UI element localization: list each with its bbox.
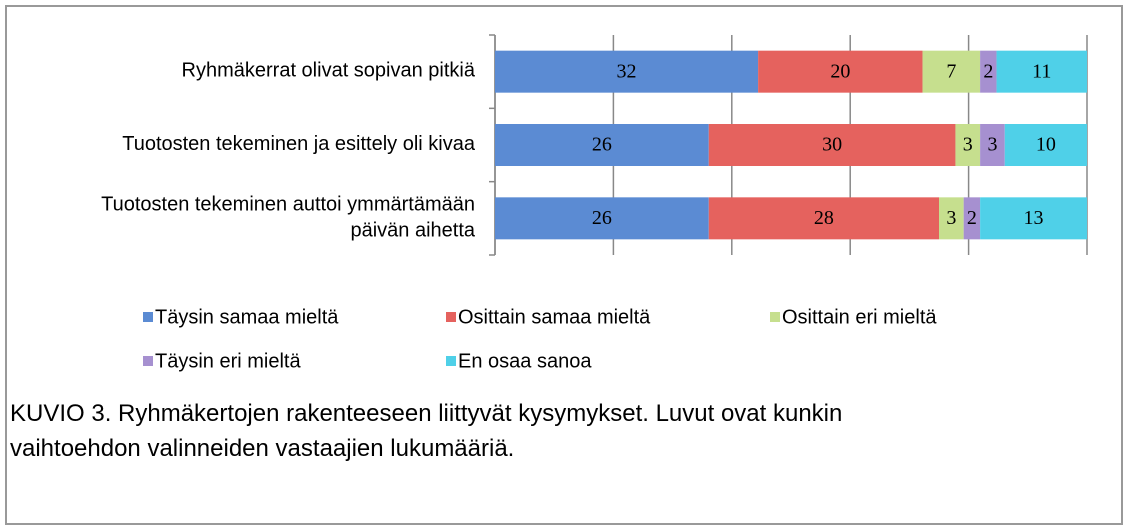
data-label: 26 <box>592 134 612 156</box>
legend-swatch <box>143 312 153 322</box>
legend-label: En osaa sanoa <box>458 350 592 372</box>
chart: Ryhmäkerrat olivat sopivan pitkiä 32 20 7 2 1… <box>101 34 1088 372</box>
bar-segment <box>708 124 956 166</box>
bar-segment <box>708 197 939 240</box>
data-label: 11 <box>1032 60 1051 82</box>
bar-segment <box>980 50 997 93</box>
data-label: 3 <box>963 134 973 156</box>
data-label: 10 <box>1036 134 1056 156</box>
legend-swatch <box>446 312 456 322</box>
data-label: 7 <box>946 60 956 82</box>
data-label: 2 <box>967 207 977 229</box>
legend-label: Osittain samaa mieltä <box>458 306 651 328</box>
data-label: 32 <box>617 60 637 82</box>
data-label: 13 <box>1024 207 1044 229</box>
data-label: 28 <box>814 207 834 229</box>
bar-segment <box>955 124 981 166</box>
data-label: 3 <box>987 134 997 156</box>
caption: KUVIO 3. Ryhmäkertojen rakenteeseen liit… <box>10 400 843 462</box>
y-tick-label: Tuotosten tekeminen ja esittely oli kiva… <box>122 133 476 155</box>
bar-segment <box>939 197 964 240</box>
y-tick-label: Ryhmäkerrat olivat sopivan pitkiä <box>182 60 476 82</box>
data-label: 26 <box>592 207 612 229</box>
data-label: 2 <box>983 60 993 82</box>
page: {"chart_data": {"type": "stacked-barh", … <box>5 5 1123 525</box>
bar-segment <box>495 197 709 240</box>
data-label: 3 <box>946 207 956 229</box>
bar-segment <box>758 50 923 93</box>
y-tick-label: Tuotosten tekeminen auttoi ymmärtämään pä… <box>101 194 476 242</box>
bar-segment <box>922 50 981 93</box>
bar-segment <box>1004 124 1087 166</box>
legend-swatch <box>446 356 456 366</box>
legend-swatch <box>770 312 780 322</box>
bar-segment <box>495 50 759 93</box>
legend-label: Osittain eri mieltä <box>782 306 937 328</box>
data-label: 30 <box>822 134 842 156</box>
bar-segment <box>495 124 709 166</box>
legend-swatch <box>143 356 153 366</box>
data-label: 20 <box>830 60 850 82</box>
bar-segment <box>980 197 1087 240</box>
bar-segment <box>963 197 981 240</box>
bar-segment <box>996 50 1087 93</box>
legend-label: Täysin eri mieltä <box>155 350 301 372</box>
legend-label: Täysin samaa mieltä <box>155 306 339 328</box>
bar-segment <box>980 124 1005 166</box>
